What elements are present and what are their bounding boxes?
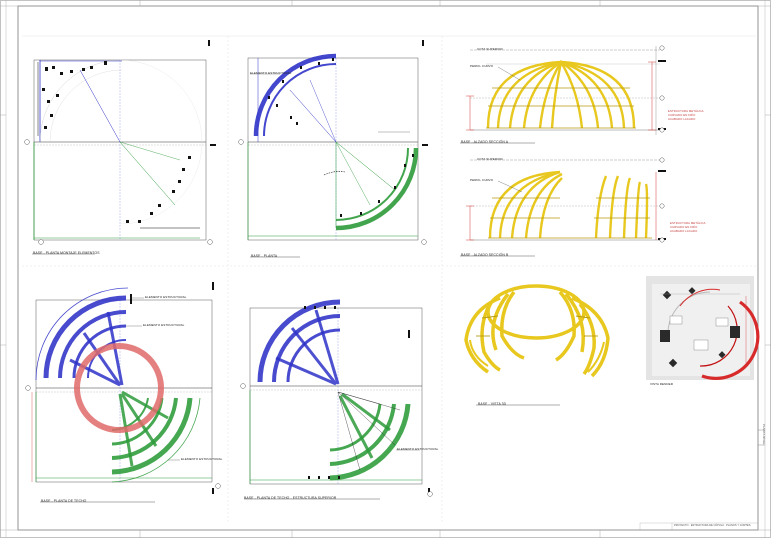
- panel-3-caption: BASE - ALZADO SECCIÓN A: [461, 140, 509, 144]
- panel-2-caption: BASE - PLANTA: [251, 254, 278, 258]
- titleblock-text: PROYECTO · ESTRUCTURA DE CÚPULA · PLANOS…: [674, 524, 751, 527]
- panel-4-top-dim: COTA SUPERIOR: [477, 157, 503, 161]
- panel-6-note: ELEMENTO ESTRUCTURAL: [397, 447, 439, 451]
- panel-3-note: PERFIL CURVO: [470, 64, 494, 68]
- panel-4-elevation-b: [460, 157, 666, 257]
- panel-3-red-note-1: ESTRUCTURA METÁLICA: [668, 109, 704, 113]
- panel-4-note: PERFIL CURVO: [470, 178, 494, 182]
- panel-4-red-note-1: ESTRUCTURA METÁLICA: [670, 221, 706, 225]
- panel-7-3d-view: [464, 284, 610, 406]
- panel-4-red-note-3: ACABADO LACADO: [670, 229, 698, 233]
- panel-3-red-note-2: CURVADO EN FRÍO: [668, 113, 696, 117]
- panel-6-ceiling-upper: [240, 299, 433, 500]
- panel-3-top-dim: COTA SUPERIOR: [477, 47, 503, 51]
- panel-5-ceiling-plan: [25, 282, 221, 503]
- panel-3-red-note-3: ACABADO LACADO: [668, 117, 696, 121]
- panel-1-plan-mounting: [24, 40, 216, 255]
- panel-2-plan-ribs: [238, 40, 428, 258]
- panel-4-caption: BASE - ALZADO SECCIÓN B: [461, 253, 509, 257]
- panel-5-note-1: ELEMENTO ESTRUCTURAL: [145, 295, 187, 299]
- panel-3-elevation-a: [460, 45, 666, 144]
- panel-7-caption: BASE - VISTA 3D: [478, 402, 507, 406]
- panel-4-red-note-2: CURVADO EN FRÍO: [670, 225, 698, 229]
- panel-2-note: ELEMENTO ESTRUCTURAL: [250, 71, 292, 75]
- panel-5-note-3: ELEMENTO ESTRUCTURAL: [181, 457, 223, 461]
- panel-1-caption: BASE - PLANTA MONTAJE ELEMENTOS: [33, 251, 100, 255]
- panel-5-note-2: ELEMENTO ESTRUCTURAL: [143, 323, 185, 327]
- panel-5-caption: BASE - PLANTA DE TECHO: [41, 499, 87, 503]
- panel-8-caption: VISTA RENDER: [650, 382, 673, 386]
- panel-6-caption: BASE - PLANTA DE TECHO - ESTRUCTURA SUPE…: [244, 496, 337, 500]
- panel-8-render: [646, 276, 760, 380]
- sidebar-text: PLANTA NIVEL: [762, 424, 766, 445]
